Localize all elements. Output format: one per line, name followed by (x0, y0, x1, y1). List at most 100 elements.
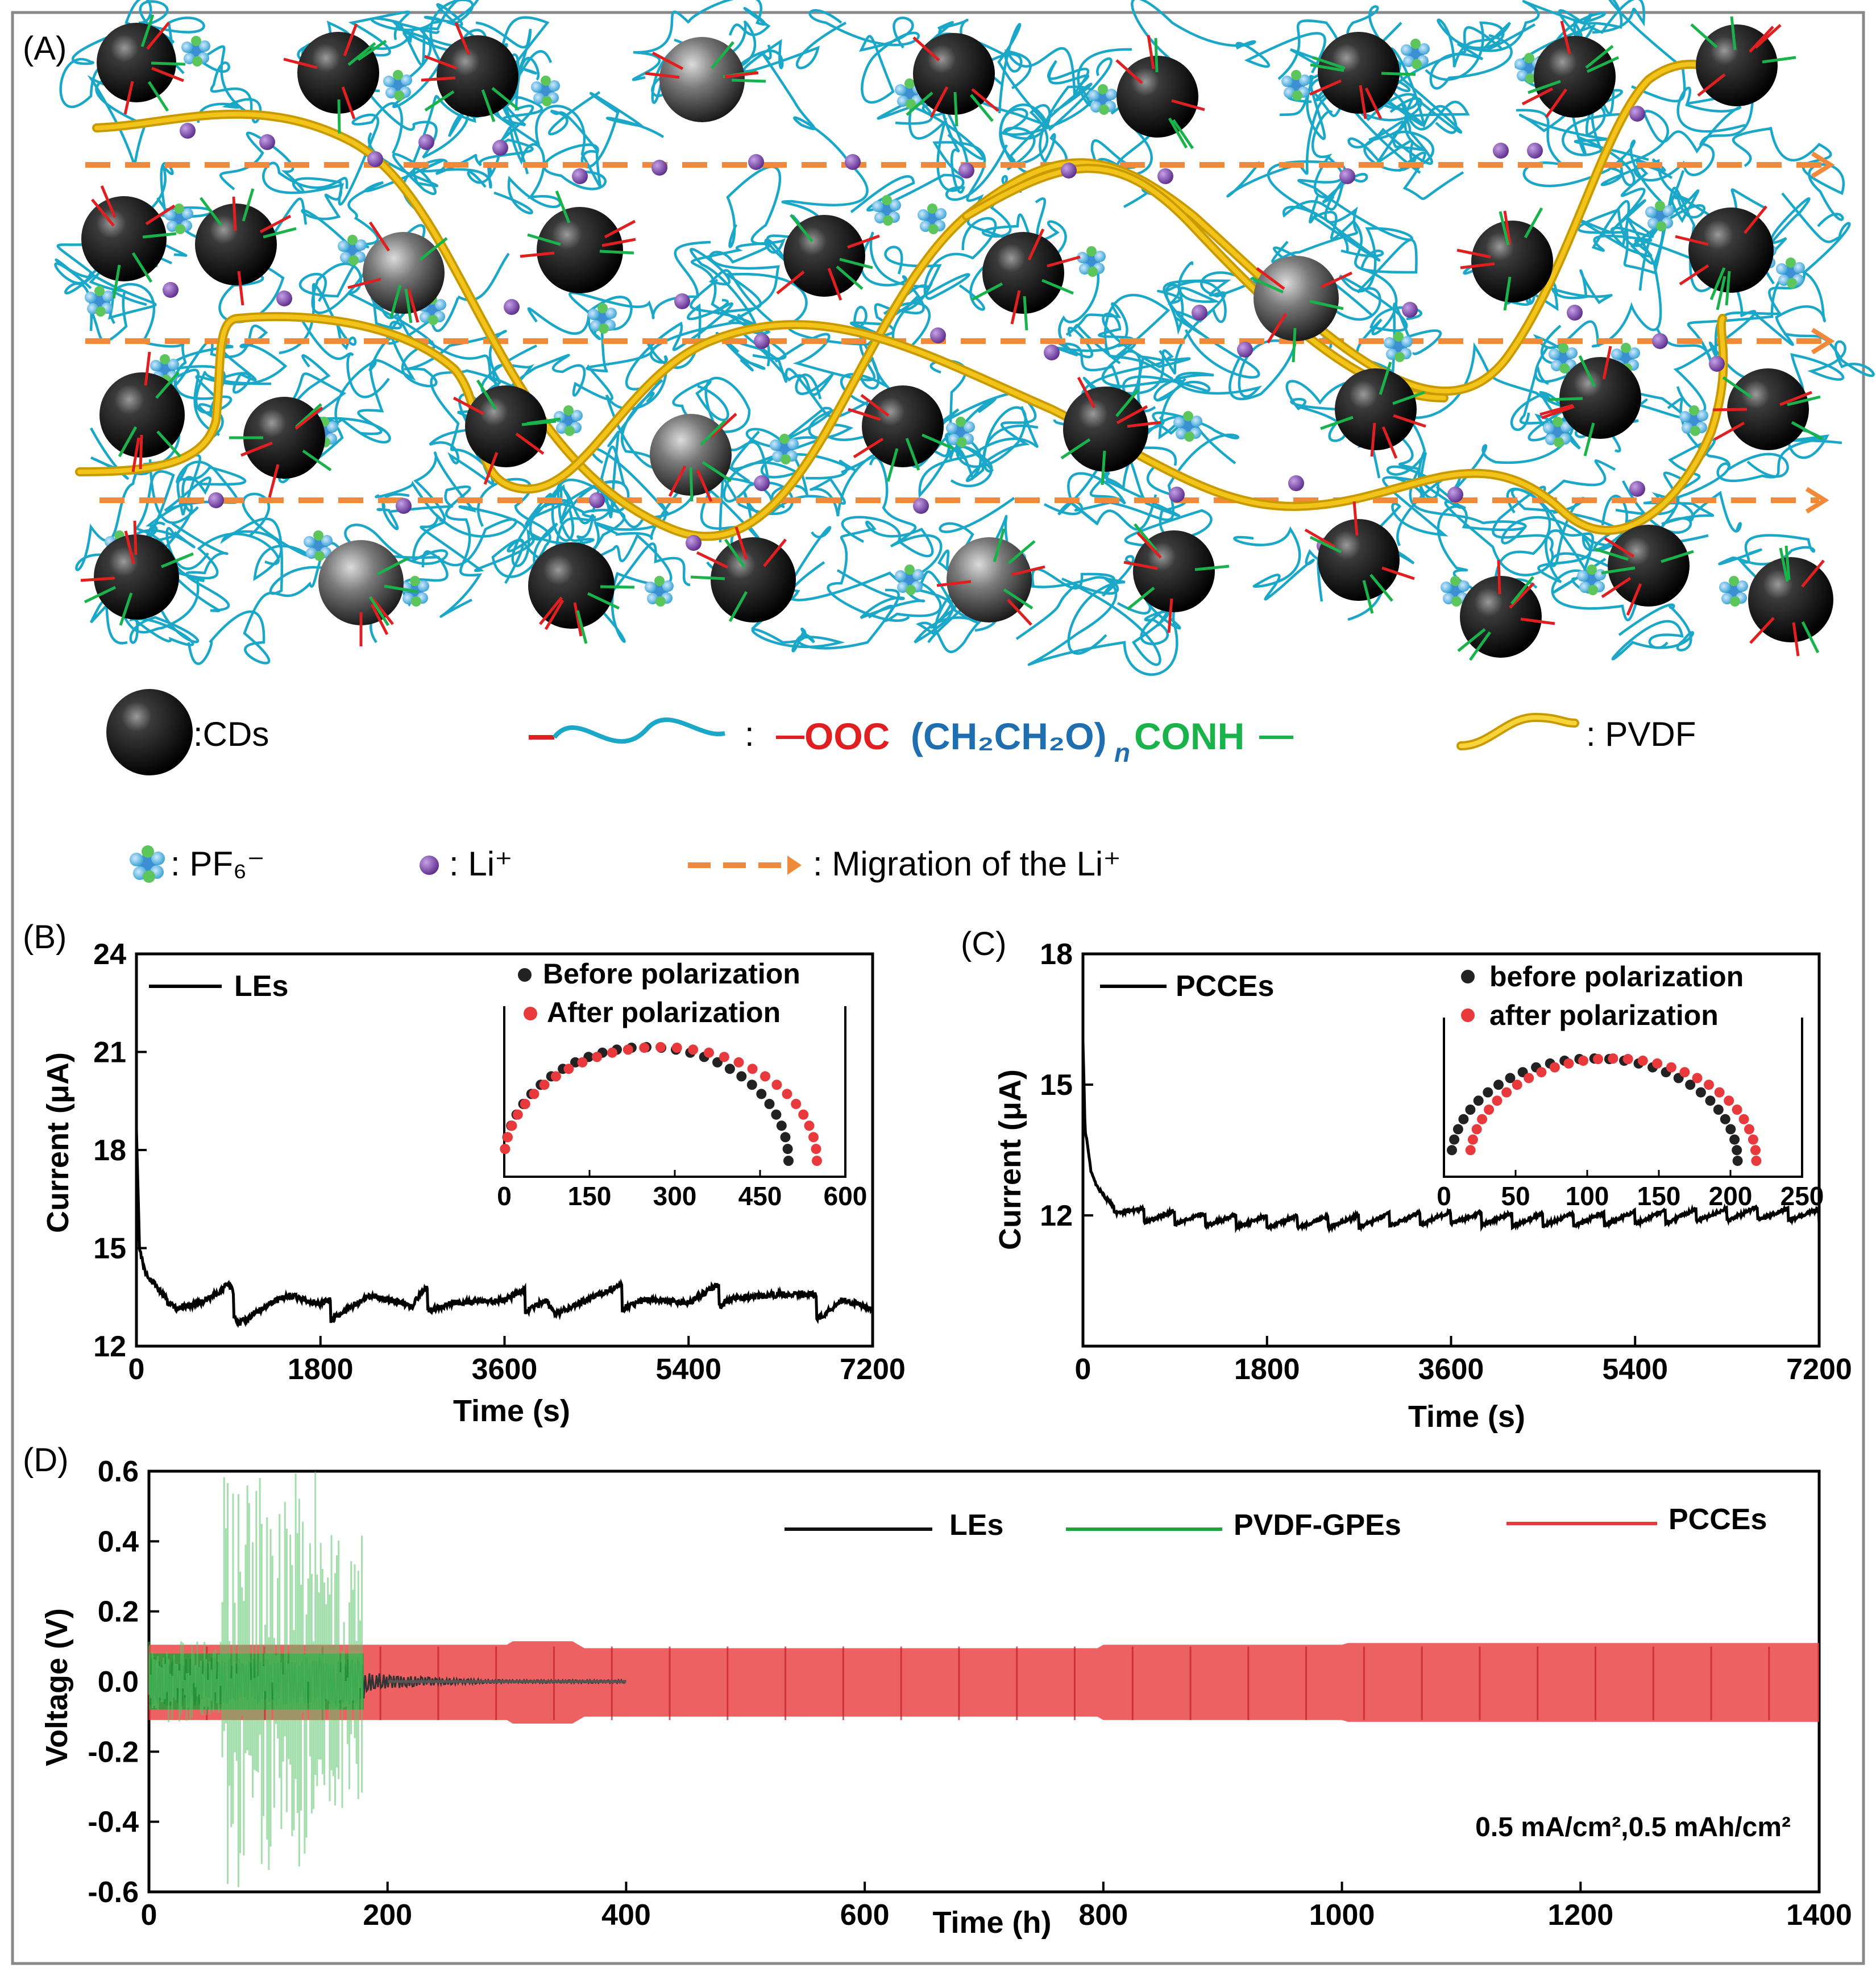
pf6-atom (383, 76, 395, 87)
surface-bond (776, 271, 805, 294)
x-tick-label: 3600 (1418, 1353, 1484, 1386)
x-tick-label: 3600 (472, 1353, 538, 1386)
surface-bond (1154, 38, 1159, 73)
pf6-atom (1554, 437, 1564, 447)
inset-data-point (1713, 1105, 1724, 1115)
surface-bond (151, 67, 184, 82)
pf6-atom (1450, 576, 1460, 586)
pf6-atom (1794, 262, 1805, 273)
surface-bond (341, 86, 356, 119)
pf6-atom (1291, 70, 1301, 80)
pf6-atom (181, 41, 193, 53)
pf6-atom (904, 564, 915, 575)
surface-bond (1310, 63, 1344, 72)
inset-data-point (1452, 1124, 1463, 1135)
c-legend-pcces: PCCEs (1176, 970, 1274, 1003)
inset-data-point (771, 1080, 782, 1090)
pf6-atom (1292, 90, 1302, 101)
surface-bond (1359, 85, 1367, 119)
inset-x-tick-label: 50 (1501, 1181, 1530, 1211)
inset-data-point (1720, 1114, 1730, 1124)
surface-bond (259, 214, 292, 234)
pf6-atom (1558, 343, 1568, 353)
surface-bond (1604, 537, 1635, 558)
surface-bond (1256, 267, 1285, 290)
inset-data-point (1549, 1062, 1560, 1073)
legend-pvdf-icon-highlight (1459, 715, 1577, 748)
carbon-dot-sphere (1063, 387, 1148, 472)
surface-bond (1548, 397, 1583, 401)
surface-bond (886, 448, 899, 482)
surface-bond (690, 575, 725, 580)
polymer-chain (375, 451, 526, 530)
carbon-dot (81, 185, 177, 299)
surface-bond (1697, 73, 1726, 97)
carbon-dot-sphere (1318, 519, 1400, 601)
inset-data-point (1748, 1134, 1758, 1145)
inset-data-point (607, 1047, 617, 1058)
inset-data-point (1593, 1054, 1603, 1064)
pf6-atom (1098, 84, 1108, 94)
inset-data-point (1471, 1124, 1482, 1135)
arrowhead-icon (1805, 487, 1829, 514)
surface-bond (1712, 408, 1748, 412)
surface-bond (1304, 528, 1336, 549)
pf6-atom (1588, 585, 1598, 595)
surface-bond (131, 252, 153, 283)
polymer-chain-network (54, 0, 1875, 676)
pf6-anion-icon (1719, 576, 1748, 607)
x-tick-label: 1400 (1786, 1899, 1852, 1932)
surface-bond (1077, 376, 1096, 409)
surface-bond (515, 432, 545, 455)
pf6-anion-icon (1776, 258, 1805, 288)
pf6-atom (1553, 417, 1563, 427)
inset-data-point (771, 1109, 782, 1120)
carbon-dot-sphere (1335, 368, 1417, 450)
legend-migration-label: : Migration of the Li⁺ (813, 845, 1121, 883)
y-tick-label: 18 (1040, 938, 1073, 971)
y-tick-label: 12 (1040, 1199, 1073, 1232)
pf6-atom (872, 201, 883, 212)
pf6-atom (1384, 337, 1395, 348)
li-ion (674, 293, 690, 309)
pf6-atom (1559, 363, 1570, 373)
carbon-dot-sphere (81, 196, 167, 281)
li-ion (1629, 481, 1645, 497)
pf6-atom (597, 303, 608, 313)
d-legend-les: LEs (949, 1509, 1003, 1542)
pf6-atom (918, 209, 929, 221)
surface-bond (1393, 414, 1426, 428)
surface-bond (1460, 262, 1495, 269)
surface-bond (1007, 540, 1036, 564)
legend-formula-ooc: OOC (804, 715, 890, 757)
polymer-chain (836, 456, 943, 620)
inset-data-point (551, 1071, 561, 1082)
surface-bond (912, 36, 940, 61)
pf6-atom (1184, 431, 1194, 442)
pf6-atom (1776, 263, 1787, 275)
polymer-chain (605, 321, 771, 470)
inset-data-point (724, 1064, 735, 1074)
x-tick-label: 600 (840, 1899, 890, 1932)
pvdf-chain-highlight (77, 314, 1726, 533)
carbon-dot-sphere (1534, 36, 1616, 118)
polymer-chain (89, 502, 209, 645)
inset-data-point (622, 1044, 633, 1055)
carbon-dots (80, 14, 1833, 661)
x-tick-label: 1800 (288, 1353, 354, 1386)
pf6-atom (1577, 570, 1588, 582)
surface-bond (1787, 395, 1821, 406)
carbon-dot-sphere (1688, 207, 1774, 293)
surface-bond (200, 197, 222, 226)
pf6-atom (304, 536, 315, 547)
surface-bond (371, 596, 394, 625)
pf6-atom (912, 569, 924, 580)
inset-data-point (1465, 1105, 1476, 1115)
surface-bond (1320, 271, 1353, 289)
polymer-chain (363, 252, 510, 345)
inset-data-point (1637, 1055, 1648, 1066)
surface-bond (140, 14, 155, 47)
inset-x-tick-label: 600 (824, 1181, 868, 1211)
carbon-dot (1521, 20, 1620, 118)
